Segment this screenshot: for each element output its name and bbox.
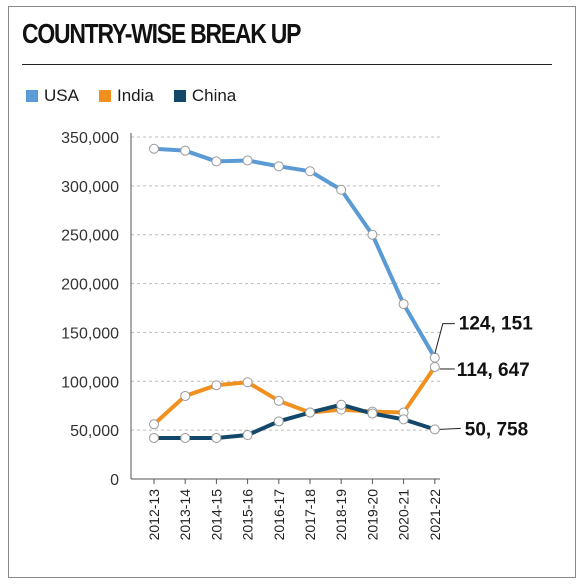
y-tick-label-150000: 150,000 [61, 325, 119, 342]
title-divider [22, 64, 552, 65]
point-china-2014-15 [211, 432, 222, 443]
annotation-india: 114, 647 [457, 360, 530, 381]
annotation-leader-china [439, 427, 461, 430]
point-china-2012-13 [149, 432, 159, 443]
point-china-2016-17 [273, 416, 284, 427]
x-tick-label-2019-20: 2019-20 [364, 489, 380, 541]
x-tick-label-2014-15: 2014-15 [208, 489, 224, 541]
series-line-india [152, 364, 437, 427]
point-usa-2016-17 [273, 161, 284, 172]
legend-item-india: India [98, 86, 154, 106]
point-usa-2013-14 [180, 145, 191, 156]
x-tick-label-2020-21: 2020-21 [396, 489, 412, 541]
annotation-usa: 124, 151 [459, 314, 533, 335]
legend-item-usa: USA [26, 86, 79, 106]
legend-swatch-usa [26, 90, 38, 102]
point-usa-2018-19 [336, 184, 347, 195]
legend-swatch-india [98, 90, 111, 102]
y-tick-label-300000: 300,000 [61, 179, 119, 196]
point-china-2021-22 [429, 424, 440, 435]
legend-label-india: India [116, 86, 154, 105]
legend-label-china: China [191, 86, 237, 105]
x-tick-label-2017-18: 2017-18 [302, 489, 318, 541]
legend-swatch-china [173, 90, 186, 102]
point-india-2012-13 [149, 419, 159, 430]
x-tick-label-2012-13: 2012-13 [146, 489, 162, 541]
y-tick-label-250000: 250,000 [61, 228, 119, 245]
series-line-china [152, 402, 437, 440]
point-india-2015-16 [242, 377, 253, 388]
x-tick-label-2021-22: 2021-22 [427, 489, 443, 541]
y-tick-label-350000: 350,000 [61, 130, 119, 147]
point-china-2020-21 [398, 414, 409, 425]
annotation-leader-usa [434, 323, 455, 354]
y-tick-label-50000: 50,000 [70, 423, 119, 440]
x-tick-label-2016-17: 2016-17 [271, 489, 287, 541]
point-usa-2012-13 [149, 143, 159, 154]
point-usa-2020-21 [398, 299, 409, 310]
point-usa-2021-22 [429, 352, 440, 363]
legend-label-usa: USA [44, 86, 79, 105]
legend-item-china: China [173, 86, 237, 106]
point-china-2019-20 [367, 408, 378, 419]
point-china-2018-19 [336, 399, 347, 410]
point-china-2013-14 [180, 432, 191, 443]
point-india-2021-22 [429, 361, 440, 372]
x-tick-label-2015-16: 2015-16 [240, 489, 256, 541]
point-usa-2015-16 [242, 155, 253, 166]
annotation-china: 50, 758 [465, 419, 528, 440]
x-tick-label-2018-19: 2018-19 [333, 489, 349, 541]
y-tick-label-100000: 100,000 [61, 374, 119, 391]
y-tick-label-0: 0 [110, 472, 119, 489]
chart-legend: USA India China [26, 86, 236, 106]
point-india-2014-15 [211, 380, 222, 391]
point-usa-2014-15 [211, 156, 222, 167]
point-usa-2017-18 [305, 166, 315, 177]
point-india-2013-14 [180, 390, 191, 401]
y-tick-label-200000: 200,000 [61, 277, 119, 294]
point-india-2016-17 [273, 395, 284, 406]
chart-title: COUNTRY-WISE BREAK UP [22, 18, 301, 49]
x-tick-label-2013-14: 2013-14 [177, 489, 193, 541]
point-usa-2019-20 [367, 229, 378, 240]
point-china-2017-18 [305, 407, 315, 418]
point-china-2015-16 [242, 430, 253, 441]
series-line-usa [152, 146, 437, 360]
